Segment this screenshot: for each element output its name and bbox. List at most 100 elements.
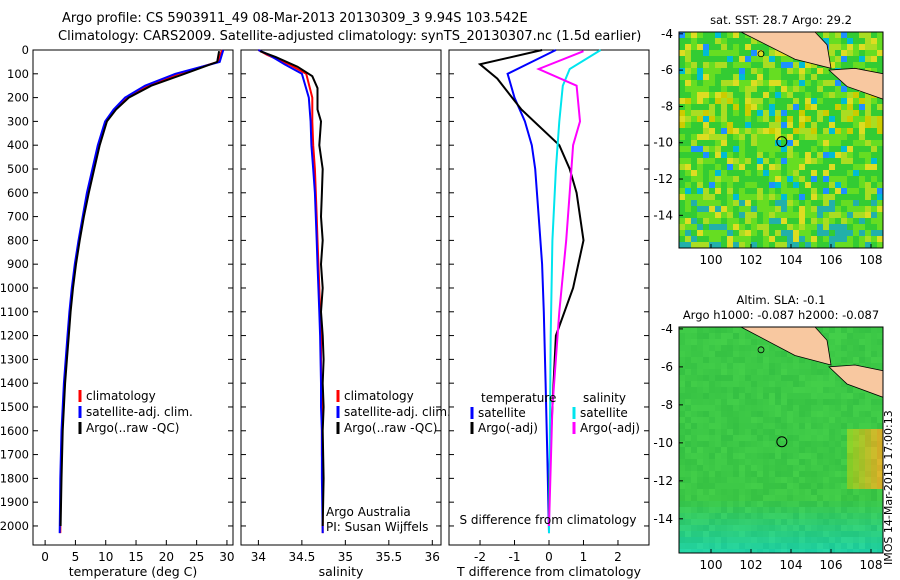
map-cell [811,200,817,206]
map-cell [823,224,829,230]
map-cell [871,459,877,465]
map-cell [805,158,811,164]
map-cell [751,242,757,248]
map-cell [709,164,715,170]
map-cell [757,98,763,104]
map-cell [733,345,739,351]
map-cell [829,200,835,206]
map-cell [793,188,799,194]
map-cell [853,206,859,212]
map-cell [709,122,715,128]
map-cell [793,80,799,86]
map-cell [703,393,709,399]
map-cell [763,92,769,98]
map-cell [847,327,853,333]
map-cell [709,375,715,381]
map-cell [787,537,793,543]
map-cell [847,170,853,176]
map-cell [799,104,805,110]
map-cell [745,140,751,146]
series-line-argo-raw-qc- [59,51,221,527]
map-cell [685,549,691,553]
map-cell [727,543,733,549]
map-cell [841,182,847,188]
map-cell [811,519,817,525]
map-cell [787,405,793,411]
map-cell [733,122,739,128]
map-cell [829,453,835,459]
map-cell [811,531,817,537]
map-cell [697,44,703,50]
map-cell [811,212,817,218]
map-cell [847,447,853,453]
map-cell [781,116,787,122]
x-tick-label: 108 [860,253,883,267]
map-cell [877,110,883,116]
map-cell [793,525,799,531]
map-cell [811,104,817,110]
map-cell [703,206,709,212]
y-tick-label: 1000 [0,281,29,295]
map-cell [841,146,847,152]
map-cell [835,411,841,417]
map-cell [679,423,685,429]
map-cell [781,429,787,435]
map-cell [859,122,865,128]
map-cell [691,345,697,351]
map-cell [727,188,733,194]
map-cell [871,140,877,146]
map-cell [871,164,877,170]
map-cell [769,393,775,399]
map-cell [787,543,793,549]
map-cell [715,32,721,38]
map-cell [703,387,709,393]
map-cell [685,224,691,230]
map-cell [859,242,865,248]
map-cell [829,417,835,423]
map-cell [865,146,871,152]
map-cell [691,459,697,465]
map-cell [751,140,757,146]
map-cell [739,38,745,44]
map-cell [847,507,853,513]
map-cell [823,104,829,110]
map-cell [739,543,745,549]
map-cell [805,164,811,170]
map-cell [775,176,781,182]
map-cell [727,116,733,122]
map-cell [793,104,799,110]
map-cell [811,417,817,423]
map-cell [835,393,841,399]
map-cell [721,146,727,152]
map-cell [781,549,787,553]
map-cell [871,200,877,206]
map-cell [697,68,703,74]
map-cell [823,32,829,38]
map-cell [775,537,781,543]
map-cell [733,80,739,86]
map-cell [877,333,883,339]
map-cell [709,80,715,86]
map-cell [817,74,823,80]
map-cell [841,465,847,471]
map-cell [703,489,709,495]
map-cell [817,375,823,381]
map-cell [757,158,763,164]
map-cell [871,212,877,218]
map-cell [691,146,697,152]
map-cell [859,513,865,519]
map-cell [865,513,871,519]
map-cell [751,236,757,242]
map-cell [877,459,883,465]
map-cell [853,525,859,531]
map-cell [721,50,727,56]
map-cell [739,170,745,176]
map-cell [775,68,781,74]
map-cell [733,369,739,375]
map-cell [877,170,883,176]
y-tick-label: 300 [7,114,29,128]
map-cell [835,441,841,447]
map-cell [835,537,841,543]
map-cell [739,224,745,230]
